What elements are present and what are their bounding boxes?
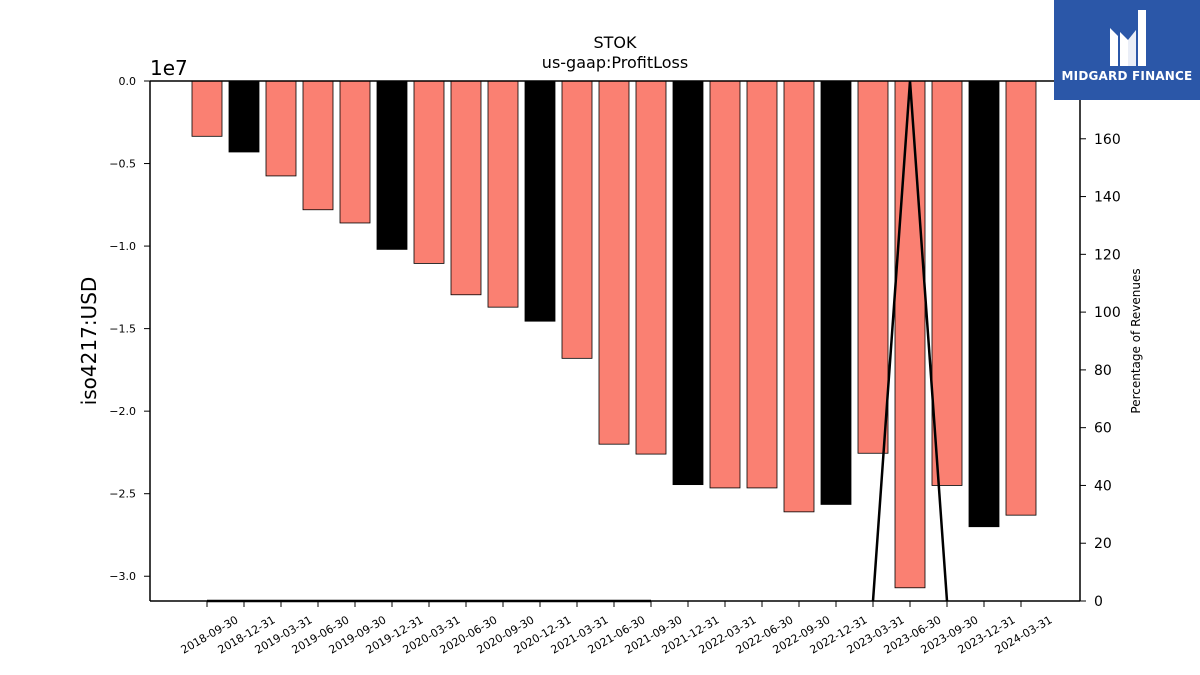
axes-group xyxy=(149,80,1081,602)
bar-2024-03-31 xyxy=(1005,80,1037,516)
bar-2021-06-30 xyxy=(598,80,630,445)
bar-2022-09-30 xyxy=(783,80,815,513)
bar-2020-03-31 xyxy=(413,80,445,264)
y-axis-ticks: 0.0 −0.5 −1.0 −1.5 −2.0 −2.5 −3.0 xyxy=(109,75,150,583)
y2-tick-label: 140 xyxy=(1094,190,1121,206)
bar-2018-12-31 xyxy=(228,80,260,153)
y2-tick-label: 160 xyxy=(1094,132,1121,148)
bar-2023-09-30 xyxy=(931,80,963,486)
y-tick-label: −1.5 xyxy=(109,323,136,336)
bar-2020-09-30 xyxy=(487,80,519,308)
bar-2019-03-31 xyxy=(265,80,297,177)
y-tick-label: −0.5 xyxy=(109,158,136,171)
y2-tick-label: 100 xyxy=(1094,305,1121,321)
bar-2020-06-30 xyxy=(450,80,482,296)
bar-2021-12-31 xyxy=(672,80,704,486)
bar-2021-03-31 xyxy=(561,80,593,359)
bar-2023-06-30 xyxy=(894,80,926,589)
y-tick-label: −1.0 xyxy=(109,240,136,253)
midgard-finance-logo: MIDGARD FINANCE xyxy=(1054,0,1200,100)
y-tick-label: −3.0 xyxy=(109,570,136,583)
y2-axis-ticks: 0 20 40 60 80 100 120 140 160 xyxy=(1080,132,1121,610)
y-axis-label: iso4217:USD xyxy=(77,277,101,406)
y2-axis-label: Percentage of Revenues xyxy=(1129,268,1143,413)
bar-2018-09-30 xyxy=(191,80,223,137)
y2-tick-label: 0 xyxy=(1094,594,1103,610)
bar-2023-03-31 xyxy=(857,80,889,454)
bar-2019-12-31 xyxy=(376,80,408,250)
bar-2022-12-31 xyxy=(820,80,852,505)
chart-subtitle: us-gaap:ProfitLoss xyxy=(542,53,688,72)
x-axis-ticks: 2018-09-302018-12-312019-03-312019-06-30… xyxy=(179,601,1055,657)
bar-2019-09-30 xyxy=(339,80,371,224)
y-tick-label: −2.0 xyxy=(109,405,136,418)
y-tick-label: −2.5 xyxy=(109,488,136,501)
bar-2023-12-31 xyxy=(968,80,1000,528)
brand-name: MIDGARD FINANCE xyxy=(1061,69,1193,83)
y2-tick-label: 120 xyxy=(1094,247,1121,263)
y-offset-text: 1e7 xyxy=(150,56,188,80)
y2-tick-label: 20 xyxy=(1094,536,1112,552)
bar-2019-06-30 xyxy=(302,80,334,211)
bar-2021-09-30 xyxy=(635,80,667,455)
bar-2022-06-30 xyxy=(746,80,778,489)
midgard-m-icon xyxy=(1110,10,1146,66)
chart-title: STOK xyxy=(593,33,637,52)
y2-tick-label: 40 xyxy=(1094,478,1112,494)
y2-tick-label: 60 xyxy=(1094,421,1112,437)
y-tick-label: 0.0 xyxy=(119,75,137,88)
y2-tick-label: 80 xyxy=(1094,363,1112,379)
bar-2022-03-31 xyxy=(709,80,741,489)
bar-2020-12-31 xyxy=(524,80,556,322)
bars-group xyxy=(191,80,1037,589)
